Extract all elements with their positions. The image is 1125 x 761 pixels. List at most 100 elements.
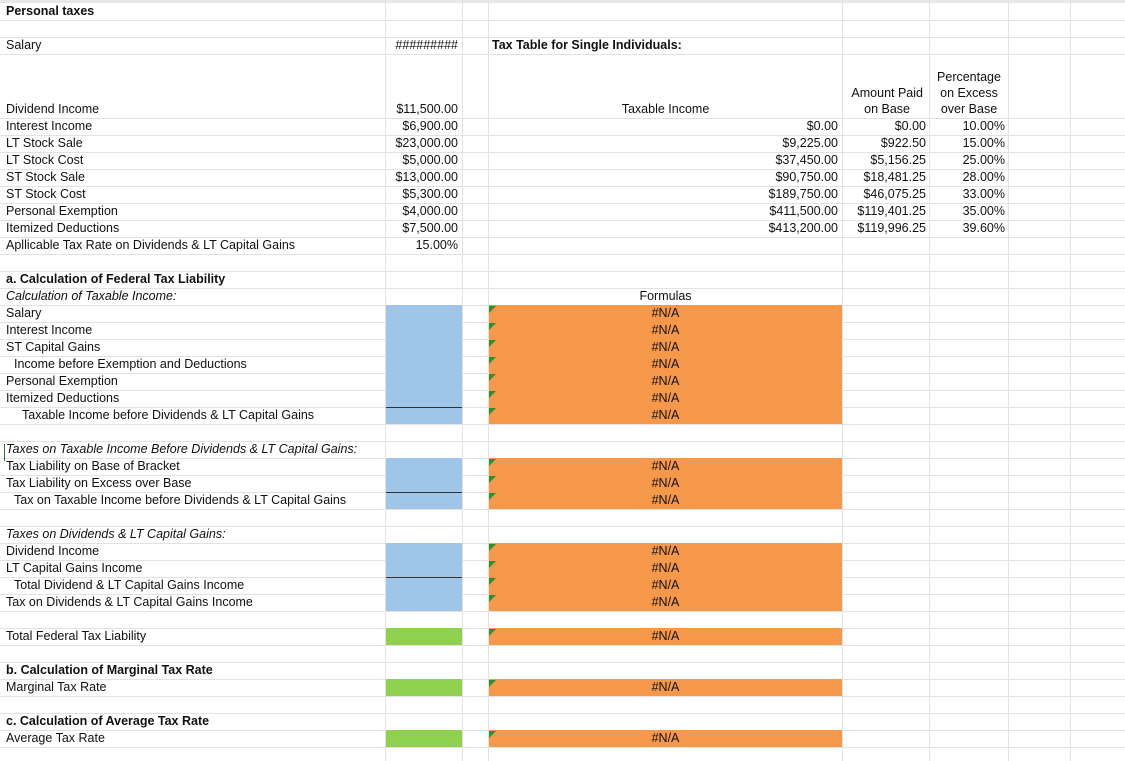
comment-triangle-icon <box>489 340 496 347</box>
tax-table-income-cell[interactable]: $0.00 <box>806 119 838 133</box>
comment-triangle-icon <box>489 374 496 381</box>
formula-cell-average-rate[interactable] <box>489 730 842 747</box>
formula-cell-marginal-rate[interactable] <box>489 679 842 696</box>
comment-triangle-icon <box>489 476 496 483</box>
formula-cell[interactable]: #N/A <box>651 340 680 354</box>
input-cells-taxable-income[interactable] <box>386 305 462 424</box>
tax-table-header-amount-1: Amount Paid <box>851 86 923 100</box>
tax-table-base-cell[interactable]: $922.50 <box>880 136 926 150</box>
tax-table-header-pct-2: on Excess <box>940 86 998 100</box>
input-label: Interest Income <box>6 119 93 133</box>
input-value-cell[interactable]: $11,500.00 <box>396 102 458 116</box>
tax-table-income-cell[interactable]: $413,200.00 <box>768 221 838 235</box>
tax-table-header-amount-2: on Base <box>864 102 910 116</box>
comment-triangle-icon <box>489 544 496 551</box>
tax-table-pct-cell[interactable]: 15.00% <box>962 136 1005 150</box>
calc-row-label: Income before Exemption and Deductions <box>14 357 247 371</box>
comment-triangle-icon <box>489 578 496 585</box>
tax-table-base-cell[interactable]: $119,996.25 <box>857 221 926 235</box>
comment-triangle-icon <box>489 561 496 568</box>
input-label: Itemized Deductions <box>6 221 120 235</box>
result-cell-total-liability[interactable] <box>386 628 462 645</box>
taxes-div-title: Taxes on Dividends & LT Capital Gains: <box>6 527 226 541</box>
calc-row-label: Itemized Deductions <box>6 391 120 405</box>
section-b-title: b. Calculation of Marginal Tax Rate <box>6 663 213 677</box>
calc-row-label: Personal Exemption <box>6 374 118 388</box>
tax-table-pct-cell[interactable]: 28.00% <box>962 170 1005 184</box>
formula-cell-total-liability[interactable] <box>489 628 842 645</box>
input-label: ST Stock Cost <box>6 187 86 201</box>
tax-table-pct-cell[interactable]: 35.00% <box>962 204 1005 218</box>
input-value-cell[interactable]: $13,000.00 <box>395 170 458 184</box>
comment-triangle-icon <box>489 595 496 602</box>
input-cells-taxes-before[interactable] <box>386 458 462 509</box>
input-label: ST Stock Sale <box>6 170 85 184</box>
formula-cell[interactable]: #N/A <box>651 323 680 337</box>
calc-row-label: Dividend Income <box>6 544 100 558</box>
formula-cell[interactable]: #N/A <box>651 493 680 507</box>
calc-row-label: Interest Income <box>6 323 93 337</box>
tax-table-income-cell[interactable]: $90,750.00 <box>775 170 838 184</box>
tax-table-income-cell[interactable]: $189,750.00 <box>768 187 838 201</box>
tax-table-pct-cell[interactable]: 39.60% <box>962 221 1005 235</box>
calc-row-label: ST Capital Gains <box>6 340 101 354</box>
formula-cell[interactable]: #N/A <box>651 561 680 575</box>
section-c-title: c. Calculation of Average Tax Rate <box>6 714 210 728</box>
tax-table-income-cell[interactable]: $411,500.00 <box>769 204 838 218</box>
formula-cell[interactable]: #N/A <box>651 629 680 643</box>
top-bar <box>0 0 1125 3</box>
tax-table-income-cell[interactable]: $37,450.00 <box>775 153 838 167</box>
tax-table-pct-cell[interactable]: 33.00% <box>962 187 1005 201</box>
section-a-subtitle: Calculation of Taxable Income: <box>6 289 177 303</box>
formulas-header: Formulas <box>639 289 692 303</box>
taxes-before-title: Taxes on Taxable Income Before Dividends… <box>6 442 358 456</box>
result-cell-marginal-rate[interactable] <box>386 679 462 696</box>
input-label: Dividend Income <box>6 102 100 116</box>
calc-row-label: Salary <box>6 306 42 320</box>
input-value-cell[interactable]: 15.00% <box>415 238 458 252</box>
selected-cell-marker <box>4 444 5 461</box>
tax-table-base-cell[interactable]: $46,075.25 <box>863 187 926 201</box>
input-value-cell[interactable]: $4,000.00 <box>402 204 458 218</box>
formula-cell[interactable]: #N/A <box>651 391 680 405</box>
input-label: LT Stock Sale <box>6 136 83 150</box>
comment-triangle-icon <box>489 680 496 687</box>
comment-triangle-icon <box>489 629 496 636</box>
result-cell-average-rate[interactable] <box>386 730 462 747</box>
tax-table-pct-cell[interactable]: 10.00% <box>962 119 1005 133</box>
formula-cells-taxes-before[interactable] <box>489 458 842 509</box>
tax-table-header-pct-1: Percentage <box>937 70 1001 84</box>
formula-cell[interactable]: #N/A <box>651 680 680 694</box>
formula-cell[interactable]: #N/A <box>651 459 680 473</box>
formula-cell[interactable]: #N/A <box>651 731 680 745</box>
salary-value-cell[interactable]: ######### <box>395 38 458 52</box>
formula-cell[interactable]: #N/A <box>651 544 680 558</box>
formula-cell[interactable]: #N/A <box>651 595 680 609</box>
input-value-cell[interactable]: $5,000.00 <box>402 153 458 167</box>
comment-triangle-icon <box>489 459 496 466</box>
formula-cell[interactable]: #N/A <box>651 374 680 388</box>
tax-table-base-cell[interactable]: $5,156.25 <box>870 153 926 167</box>
tax-table-pct-cell[interactable]: 25.00% <box>962 153 1005 167</box>
formula-cells-taxes-div[interactable] <box>489 543 842 611</box>
input-value-cell[interactable]: $6,900.00 <box>402 119 458 133</box>
tax-table-header-pct-3: over Base <box>940 102 998 116</box>
tax-table-base-cell[interactable]: $18,481.25 <box>863 170 926 184</box>
input-label: LT Stock Cost <box>6 153 84 167</box>
tax-table-income-cell[interactable]: $9,225.00 <box>782 136 838 150</box>
formula-cell[interactable]: #N/A <box>651 306 680 320</box>
input-value-cell[interactable]: $5,300.00 <box>402 187 458 201</box>
formula-cell[interactable]: #N/A <box>651 476 680 490</box>
formula-cell[interactable]: #N/A <box>651 408 680 422</box>
formula-cells-taxable-income[interactable] <box>489 305 842 424</box>
comment-triangle-icon <box>489 391 496 398</box>
input-value-cell[interactable]: $23,000.00 <box>395 136 458 150</box>
formula-cell[interactable]: #N/A <box>651 357 680 371</box>
tax-table-base-cell[interactable]: $0.00 <box>894 119 926 133</box>
total-liability-label: Total Federal Tax Liability <box>6 629 147 643</box>
salary-label: Salary <box>6 38 42 52</box>
formula-cell[interactable]: #N/A <box>651 578 680 592</box>
tax-table-base-cell[interactable]: $119,401.25 <box>857 204 926 218</box>
calc-row-label: Tax on Dividends & LT Capital Gains Inco… <box>6 595 253 609</box>
input-value-cell[interactable]: $7,500.00 <box>402 221 458 235</box>
